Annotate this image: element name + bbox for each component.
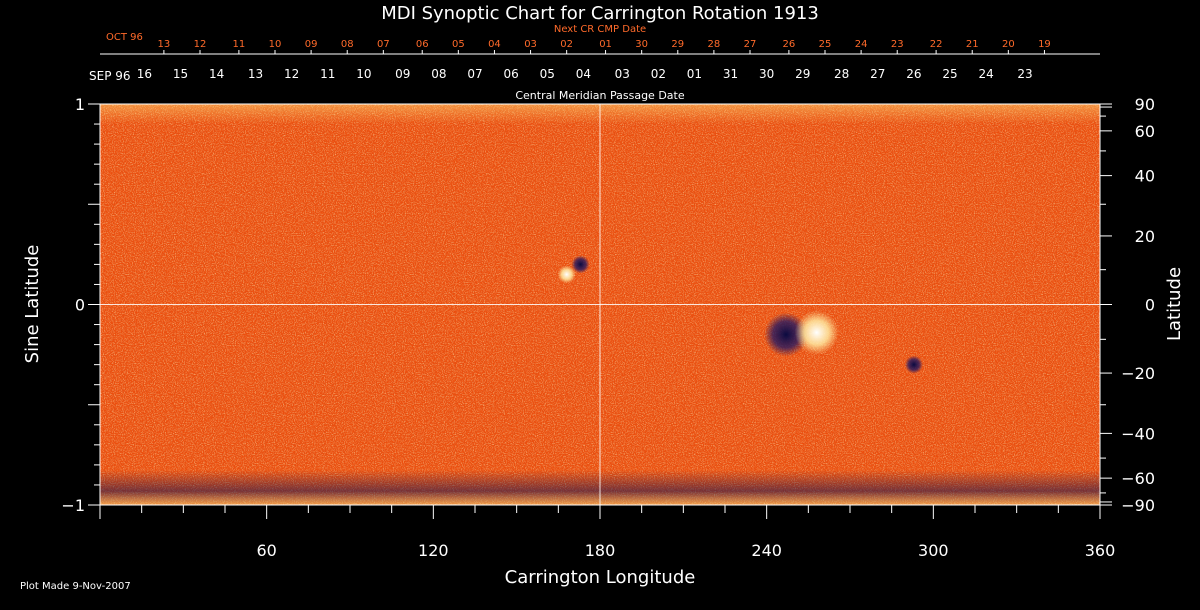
cmp-date-label: 07: [467, 67, 482, 81]
x-tick-label: 120: [418, 541, 449, 560]
cmp-date-label: 16: [137, 67, 152, 81]
y-axis-right: 90 60 40 20 0 −20 −40 −60 −90: [1100, 95, 1155, 515]
next-cr-date-label: 04: [488, 39, 501, 50]
next-cr-date-axis: 13 12 11 10 09 08 07 06 05 04 03 02 01 30 29 28 27 26 25 24…: [158, 39, 1051, 54]
next-cr-date-label: 07: [377, 39, 390, 50]
next-cr-date-label: 28: [708, 39, 721, 50]
x-tick-label: 60: [256, 541, 276, 560]
y-axis-left: 1 0 −1: [61, 95, 100, 515]
cmp-month-label: SEP 96: [89, 69, 131, 83]
cmp-date-label: 08: [431, 67, 446, 81]
cmp-date-label: 05: [540, 67, 555, 81]
next-cr-label: Next CR CMP Date: [554, 24, 646, 35]
next-cr-date-label: 12: [194, 39, 207, 50]
cmp-date-label: 10: [356, 67, 371, 81]
next-cr-date-label: 13: [158, 39, 171, 50]
y-tick-label-right: 60: [1135, 122, 1155, 141]
cmp-date-label: 26: [906, 67, 921, 81]
cmp-date-label: 03: [615, 67, 630, 81]
cmp-date-label: 01: [687, 67, 702, 81]
y-tick-label-right: −60: [1121, 469, 1155, 488]
next-cr-date-label: 22: [930, 39, 943, 50]
cmp-date-label: 28: [834, 67, 849, 81]
x-axis: 60 120 180 240 300 360: [99, 505, 1116, 560]
cmp-date-label: 30: [759, 67, 774, 81]
next-cr-date-label: 09: [305, 39, 318, 50]
next-cr-date-label: 06: [416, 39, 429, 50]
cmp-date-axis: 16 15 14 13 12 11 10 09 08 07 06 05 04 03 02 01 31 30 29 28…: [137, 67, 1033, 81]
y-tick-label-left: −1: [61, 496, 85, 515]
next-cr-date-label: 05: [452, 39, 465, 50]
cmp-date-label: 13: [248, 67, 263, 81]
y-tick-label-right: −90: [1121, 496, 1155, 515]
cmp-date-label: 27: [870, 67, 885, 81]
y-tick-label-left: 0: [75, 296, 85, 315]
x-tick-label: 360: [1085, 541, 1116, 560]
active-region-positive: [794, 310, 839, 355]
x-tick-label: 300: [918, 541, 949, 560]
next-cr-date-label: 26: [783, 39, 796, 50]
spot-mid-north-bright: [557, 265, 576, 284]
next-cr-date-label: 02: [560, 39, 573, 50]
x-tick-label: 240: [751, 541, 782, 560]
cmp-date-label: 23: [1017, 67, 1032, 81]
next-cr-date-label: 27: [744, 39, 757, 50]
next-cr-date-label: 25: [819, 39, 832, 50]
chart-title: MDI Synoptic Chart for Carrington Rotati…: [381, 3, 819, 24]
next-cr-date-label: 19: [1038, 39, 1051, 50]
spot-mid-north: [571, 255, 590, 274]
y-tick-label-right: −20: [1121, 364, 1155, 383]
next-cr-date-label: 21: [966, 39, 979, 50]
cmp-date-label: 02: [651, 67, 666, 81]
cmp-date-label: 09: [395, 67, 410, 81]
next-cr-date-label: 23: [891, 39, 904, 50]
plot-made-footer: Plot Made 9-Nov-2007: [20, 581, 131, 592]
next-cr-date-label: 20: [1002, 39, 1015, 50]
next-cr-date-label: 11: [233, 39, 246, 50]
cmp-date-label: 14: [209, 67, 224, 81]
y-tick-label-left: 1: [75, 95, 85, 114]
next-cr-month-label: OCT 96: [106, 32, 143, 43]
cmp-date-label: 15: [173, 67, 188, 81]
next-cr-date-label: 24: [855, 39, 868, 50]
cmp-date-label: 12: [284, 67, 299, 81]
next-cr-date-label: 30: [635, 39, 648, 50]
next-cr-date-label: 29: [671, 39, 684, 50]
next-cr-date-label: 01: [599, 39, 612, 50]
cmp-date-label: 04: [576, 67, 591, 81]
y-tick-label-right: 90: [1135, 95, 1155, 114]
x-tick-label: 180: [585, 541, 616, 560]
y-tick-label-right: 0: [1145, 296, 1155, 315]
cmp-date-label: 29: [795, 67, 810, 81]
cmp-date-label: 06: [503, 67, 518, 81]
next-cr-date-label: 10: [269, 39, 282, 50]
next-cr-date-label: 08: [341, 39, 354, 50]
cmp-axis-label: Central Meridian Passage Date: [515, 89, 684, 102]
y-axis-title-left: Sine Latitude: [22, 245, 43, 364]
y-tick-label-right: 20: [1135, 227, 1155, 246]
y-tick-label-right: 40: [1135, 167, 1155, 186]
next-cr-date-label: 03: [524, 39, 537, 50]
y-tick-label-right: −40: [1121, 424, 1155, 443]
spot-south-east: [904, 355, 923, 374]
cmp-date-label: 25: [942, 67, 957, 81]
y-axis-title-right: Latitude: [1164, 267, 1185, 341]
cmp-date-label: 11: [320, 67, 335, 81]
cmp-date-label: 24: [978, 67, 993, 81]
cmp-date-label: 31: [723, 67, 738, 81]
x-axis-title: Carrington Longitude: [505, 567, 696, 588]
